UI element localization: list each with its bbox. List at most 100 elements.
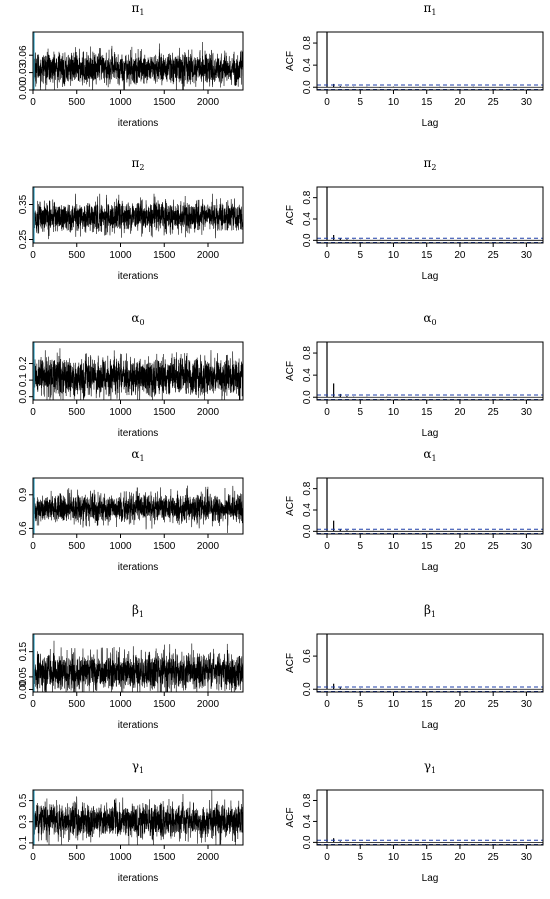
trace-panel-5: β1 0 500 1000 1500 2000 0.000.05 0.15 iterations <box>18 603 244 731</box>
x-tick-label: 15 <box>421 852 433 863</box>
panel-title: π1 <box>424 1 437 17</box>
x-axis-label: Lag <box>422 118 439 129</box>
panel-title-subscript: 1 <box>431 610 436 619</box>
plot-frame <box>316 186 544 244</box>
x-tick-label: 25 <box>488 852 500 863</box>
x-tick-label: 1000 <box>109 97 132 108</box>
y-tick-label: 0.8 <box>302 190 313 204</box>
x-tick-label: 25 <box>488 541 500 552</box>
x-tick-label: 0 <box>30 852 36 863</box>
x-tick-label: 5 <box>357 699 363 710</box>
trace-line <box>33 485 243 534</box>
plot-frame <box>32 186 244 244</box>
panel-title-symbol: α <box>423 447 431 461</box>
x-axis-label: iterations <box>118 428 159 439</box>
x-axis-label: Lag <box>422 562 439 573</box>
y-tick-label: 0.3 <box>18 814 29 828</box>
y-tick-label: 0.8 <box>302 793 313 807</box>
panel-title-subscript: 1 <box>139 766 144 775</box>
x-tick-label: 10 <box>388 97 400 108</box>
y-tick-label: 0.6 <box>302 649 313 663</box>
y-tick-label: 0.8 <box>302 36 313 50</box>
x-tick-label: 5 <box>357 97 363 108</box>
y-tick-label: 0.00 <box>18 80 29 100</box>
x-tick-label: 0 <box>324 97 330 108</box>
x-tick-label: 25 <box>488 407 500 418</box>
x-tick-label: 2000 <box>197 250 220 261</box>
x-tick-label: 10 <box>388 852 400 863</box>
trace-line <box>33 790 243 845</box>
y-tick-label: 0.0 <box>18 389 29 403</box>
x-tick-label: 10 <box>388 250 400 261</box>
y-tick-label: 0.9 <box>18 487 29 501</box>
y-axis-label: ACF <box>285 496 296 516</box>
y-tick-label: 0.0 <box>302 80 313 94</box>
x-tick-label: 1000 <box>109 407 132 418</box>
x-tick-label: 1000 <box>109 699 132 710</box>
x-tick-label: 30 <box>521 97 533 108</box>
panel-title-subscript: 1 <box>140 454 145 463</box>
panel-title: γ1 <box>132 759 144 775</box>
panel-title-symbol: α <box>423 311 431 325</box>
x-tick-label: 30 <box>521 699 533 710</box>
y-tick-label: 0.8 <box>302 346 313 360</box>
x-tick-label: 15 <box>421 250 433 261</box>
x-tick-label: 15 <box>421 541 433 552</box>
y-tick-label: 0.25 <box>18 229 29 249</box>
x-tick-label: 10 <box>388 541 400 552</box>
y-tick-label: 0.0 <box>302 233 313 247</box>
panel-title-subscript: 1 <box>139 610 144 619</box>
acf-panel-5: β1 ACF 0 5 10 15 20 25 30 0.0 0.6 Lag <box>285 603 544 731</box>
x-tick-label: 500 <box>68 852 85 863</box>
plot-frame <box>316 477 544 535</box>
y-tick-label: 0.0 <box>302 682 313 696</box>
panel-title-subscript: 0 <box>432 318 437 327</box>
y-tick-label: 0.4 <box>302 58 313 72</box>
x-tick-label: 15 <box>421 97 433 108</box>
y-tick-label: 0.03 <box>18 62 29 82</box>
x-tick-label: 500 <box>68 250 85 261</box>
y-tick-label: 0.15 <box>18 641 29 661</box>
x-tick-label: 0 <box>324 541 330 552</box>
x-tick-label: 10 <box>388 407 400 418</box>
x-tick-label: 2000 <box>197 407 220 418</box>
acf-panel-2: π2 ACF 0 5 10 15 20 25 30 0.0 0.4 0.8 Lag <box>285 156 544 282</box>
x-axis-label: iterations <box>118 720 159 731</box>
x-tick-label: 0 <box>324 852 330 863</box>
panel-title-symbol: α <box>131 447 139 461</box>
y-tick-label: 0.4 <box>302 212 313 226</box>
x-tick-label: 30 <box>521 407 533 418</box>
x-tick-label: 20 <box>454 407 466 418</box>
x-tick-label: 30 <box>521 250 533 261</box>
x-tick-label: 1000 <box>109 250 132 261</box>
panel-title-symbol: π <box>424 1 432 15</box>
y-tick-label: 0.4 <box>302 814 313 828</box>
trace-panel-6: γ1 0 500 1000 1500 2000 0.1 0.3 0.5 iterations <box>18 759 244 884</box>
x-tick-label: 0 <box>30 407 36 418</box>
plot-frame <box>316 789 544 846</box>
x-tick-label: 30 <box>521 541 533 552</box>
panel-title: π2 <box>132 156 145 172</box>
y-axis-label: ACF <box>285 653 296 673</box>
x-tick-label: 1500 <box>153 699 176 710</box>
plot-frame <box>316 341 544 401</box>
trace-line <box>33 348 243 400</box>
y-axis-label: ACF <box>285 361 296 381</box>
plot-frame <box>32 633 244 693</box>
plot-frame <box>32 341 244 401</box>
x-tick-label: 0 <box>30 699 36 710</box>
y-tick-label: 0.05 <box>18 667 29 687</box>
y-axis-label: ACF <box>285 51 296 71</box>
x-tick-label: 15 <box>421 699 433 710</box>
trace-line <box>33 42 243 90</box>
x-tick-label: 1500 <box>153 407 176 418</box>
panel-title: α1 <box>131 447 144 463</box>
y-tick-label: 0.06 <box>18 45 29 65</box>
x-axis-label: Lag <box>422 873 439 884</box>
x-tick-label: 25 <box>488 97 500 108</box>
y-tick-label: 0.4 <box>302 503 313 517</box>
y-tick-label: 0.0 <box>302 390 313 404</box>
panel-title-symbol: π <box>424 156 432 170</box>
x-tick-label: 1000 <box>109 852 132 863</box>
